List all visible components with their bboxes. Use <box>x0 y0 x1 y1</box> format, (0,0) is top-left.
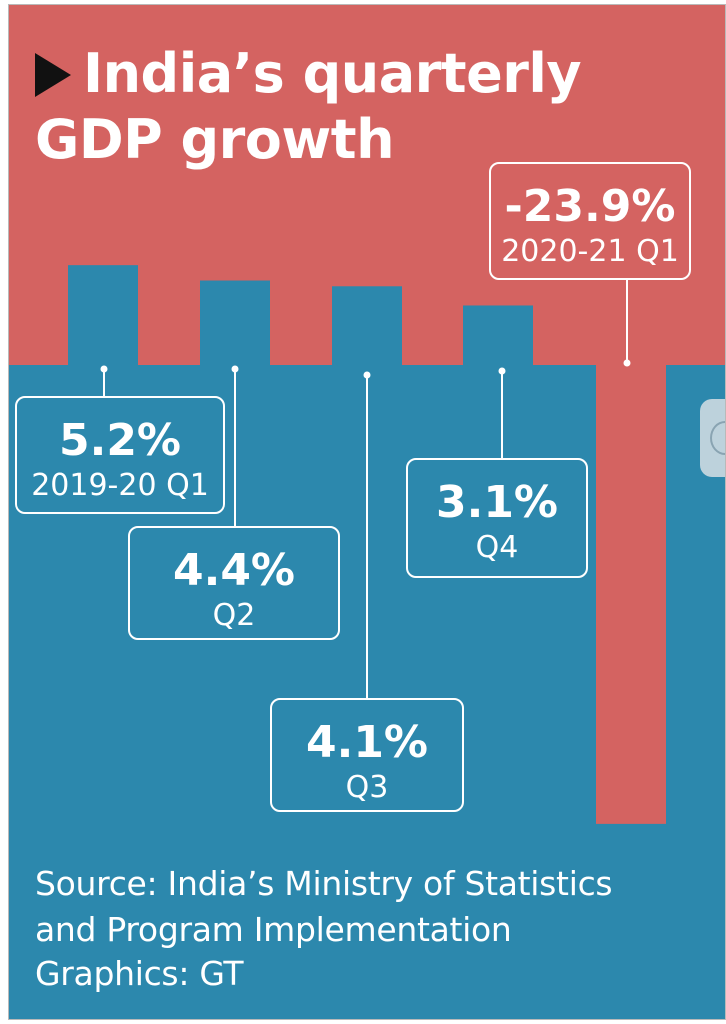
leader-dot-1 <box>100 365 108 373</box>
callout-box-3 <box>270 698 464 812</box>
category-label-5: 2020-21 Q1 <box>501 234 679 269</box>
callout-box-5 <box>489 162 691 280</box>
gdp-bar-chart: 5.2%2019-20 Q1 4.4%Q2 4.1%Q3 3.1%Q4 -23.9%20… <box>9 5 725 1019</box>
category-label-1: 2019-20 Q1 <box>31 468 209 503</box>
bar-3 <box>332 286 402 365</box>
side-scroll-tab[interactable] <box>700 399 725 477</box>
leader-dot-4 <box>498 367 506 375</box>
category-label-4: Q4 <box>476 530 519 565</box>
leader-dot-5 <box>623 359 631 367</box>
value-label-1: 5.2% <box>59 415 181 466</box>
callouts-group: 5.2%2019-20 Q1 4.4%Q2 4.1%Q3 3.1%Q4 -23.9%20… <box>15 162 691 812</box>
bar-5 <box>596 365 666 824</box>
category-label-2: Q2 <box>213 598 256 633</box>
infographic-frame: 5.2% 2019-20 Q1 4.4% Q2 4.1% Q3 3.1% Q4 -23.9% 20… <box>8 4 726 1020</box>
callout-box-2 <box>128 526 340 640</box>
leader-dot-3 <box>363 371 371 379</box>
category-label-3: Q3 <box>346 770 389 805</box>
chart-title-line-2: GDP growth <box>35 108 395 171</box>
value-label-4: 3.1% <box>436 477 558 528</box>
chart-title-line-1: India’s quarterly <box>83 42 582 105</box>
leader-dot-2 <box>231 365 239 373</box>
bar-2 <box>200 280 270 365</box>
value-label-3: 4.1% <box>306 717 428 768</box>
bar-1 <box>68 265 138 365</box>
bar-4 <box>463 305 533 365</box>
bars-group <box>68 265 666 824</box>
value-label-2: 4.4% <box>173 545 295 596</box>
callout-box-4 <box>406 458 588 578</box>
credit-line: Graphics: GT <box>35 954 244 993</box>
source-line-2: and Program Implementation <box>35 910 512 949</box>
source-line-1: Source: India’s Ministry of Statistics <box>35 864 613 903</box>
callout-box-1 <box>15 396 225 514</box>
play-arrow-icon <box>35 53 71 97</box>
value-label-5: -23.9% <box>505 181 676 232</box>
